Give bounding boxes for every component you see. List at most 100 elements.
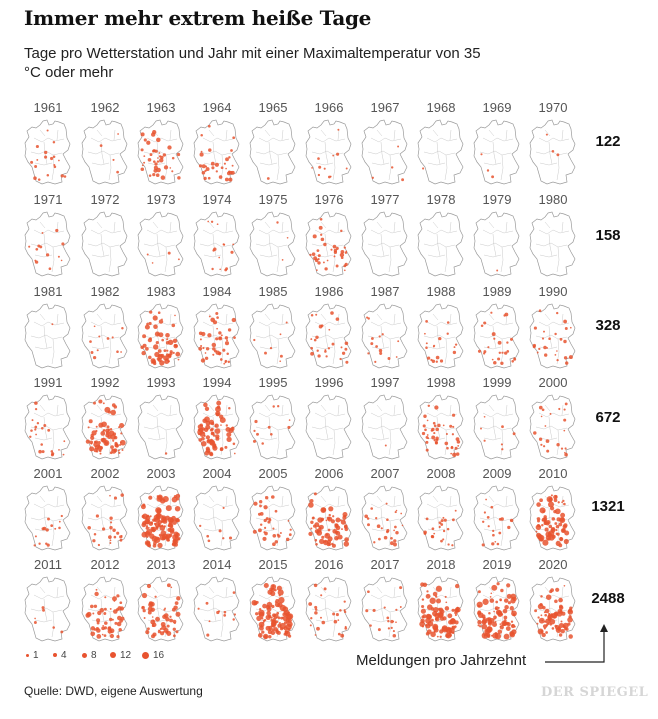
station-dot [425, 346, 428, 349]
state-borders [423, 221, 458, 273]
station-dot [277, 623, 282, 628]
station-dot [328, 506, 334, 512]
germany-map [529, 485, 576, 551]
station-dot [314, 634, 317, 636]
station-dot [324, 349, 327, 351]
station-dot [553, 611, 559, 617]
station-dot [160, 621, 166, 627]
germany-map [137, 119, 184, 185]
station-dot [560, 512, 566, 518]
station-dot [493, 360, 497, 365]
station-dot [492, 529, 495, 533]
station-dot [109, 617, 113, 622]
germany-map [305, 394, 352, 460]
station-dot [199, 152, 204, 157]
station-dot [425, 631, 430, 636]
station-dot [501, 425, 504, 429]
state-borders [423, 129, 458, 181]
station-dot [225, 157, 229, 162]
year-label: 1988 [426, 284, 456, 299]
station-dot [439, 635, 442, 638]
station-dot [506, 583, 511, 588]
station-dot [446, 446, 449, 450]
state-borders [311, 129, 346, 181]
station-dot [163, 627, 169, 633]
station-dot [542, 539, 549, 546]
station-dot [50, 450, 54, 453]
station-dot [310, 351, 315, 356]
station-dot [325, 519, 328, 522]
station-dot [148, 321, 152, 326]
station-dot [94, 591, 99, 597]
station-dot [335, 317, 340, 321]
station-dot [317, 354, 321, 358]
station-dot [450, 445, 454, 449]
station-dot [167, 517, 174, 523]
germany-map [473, 485, 520, 551]
germany-map [529, 119, 576, 185]
station-dot [90, 351, 94, 354]
station-dot [261, 630, 265, 634]
year-label: 1992 [90, 375, 120, 390]
station-dot [431, 359, 436, 363]
year-label: 1983 [146, 284, 176, 299]
station-dot [158, 533, 162, 537]
station-dot [387, 619, 390, 623]
station-dot [315, 527, 317, 529]
station-dot [46, 173, 50, 177]
station-dot [231, 164, 234, 167]
station-dot [533, 431, 537, 435]
station-dot [330, 248, 333, 251]
station-dot [558, 623, 564, 628]
station-dot [116, 635, 120, 639]
year-label: 1961 [33, 100, 63, 115]
station-dot [36, 421, 40, 425]
station-dot [558, 407, 561, 411]
station-dot [367, 590, 370, 594]
station-dot [162, 153, 167, 157]
station-dot [425, 617, 432, 624]
station-dot [317, 157, 320, 160]
station-dot [157, 523, 161, 527]
germany-map [81, 576, 128, 642]
station-dot [318, 524, 324, 530]
station-dot [395, 530, 399, 535]
station-dot [370, 507, 374, 510]
station-dot [556, 350, 558, 352]
station-dot [146, 542, 151, 548]
station-dot [325, 355, 328, 358]
station-dot [567, 622, 571, 626]
year-map-1982: 1982 [77, 284, 133, 369]
station-dot [230, 426, 235, 431]
year-map-2014: 2014 [189, 557, 245, 642]
station-dot [268, 628, 272, 631]
station-dot [159, 360, 165, 366]
station-dot [426, 419, 429, 422]
station-dot [569, 326, 572, 329]
station-dot [166, 538, 170, 542]
station-dot [264, 526, 267, 529]
year-label: 1984 [202, 284, 232, 299]
state-borders [255, 313, 290, 365]
station-dot [337, 128, 340, 131]
germany-map [361, 303, 408, 369]
station-dot [337, 619, 340, 621]
station-dot [556, 358, 559, 362]
year-label: 2000 [538, 375, 568, 390]
station-dot [533, 326, 537, 330]
station-dot [260, 616, 264, 620]
station-dot [366, 517, 370, 520]
station-dot [140, 148, 144, 152]
year-map-1990: 1990 [525, 284, 581, 369]
station-dot [279, 354, 283, 358]
station-dot [422, 167, 425, 170]
station-dot [216, 327, 218, 330]
station-dot [265, 496, 269, 500]
station-dot [204, 450, 210, 456]
station-dot [116, 350, 119, 353]
state-borders [30, 586, 65, 638]
station-dot [223, 614, 227, 617]
station-dot [564, 327, 568, 330]
station-dot [316, 626, 320, 631]
station-dot [197, 607, 200, 610]
